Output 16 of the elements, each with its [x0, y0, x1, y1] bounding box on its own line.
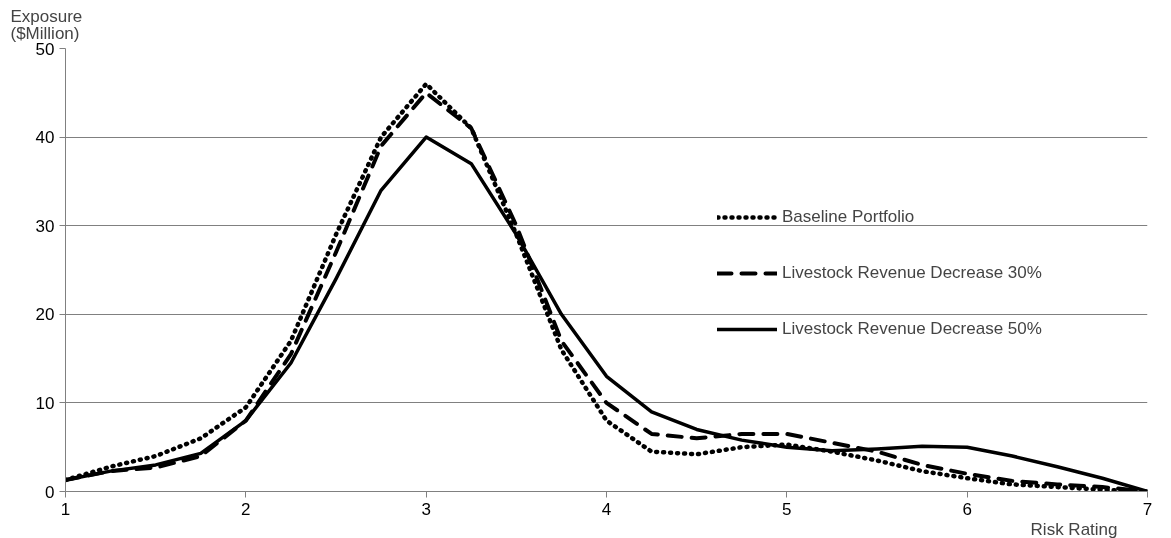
x-axis-title: Risk Rating [1030, 519, 1118, 538]
y-tick-label: 40 [35, 128, 55, 148]
x-tick-label: 1 [60, 499, 71, 519]
x-tick-label: 4 [601, 499, 612, 519]
x-tick-label: 7 [1142, 499, 1153, 519]
y-tick-label: 10 [35, 393, 55, 413]
legend-label: Livestock Revenue Decrease 50% [782, 319, 1042, 339]
x-tick-label: 3 [421, 499, 431, 519]
legend-label: Baseline Portfolio [782, 207, 915, 227]
legend-label: Livestock Revenue Decrease 30% [782, 263, 1042, 283]
y-tick-label: 0 [45, 482, 55, 502]
x-tick-label: 5 [782, 499, 792, 519]
x-tick-label: 6 [962, 499, 972, 519]
x-tick-label: 2 [241, 499, 251, 519]
y-tick-label: 20 [35, 305, 55, 325]
y-tick-label: 30 [35, 216, 55, 236]
